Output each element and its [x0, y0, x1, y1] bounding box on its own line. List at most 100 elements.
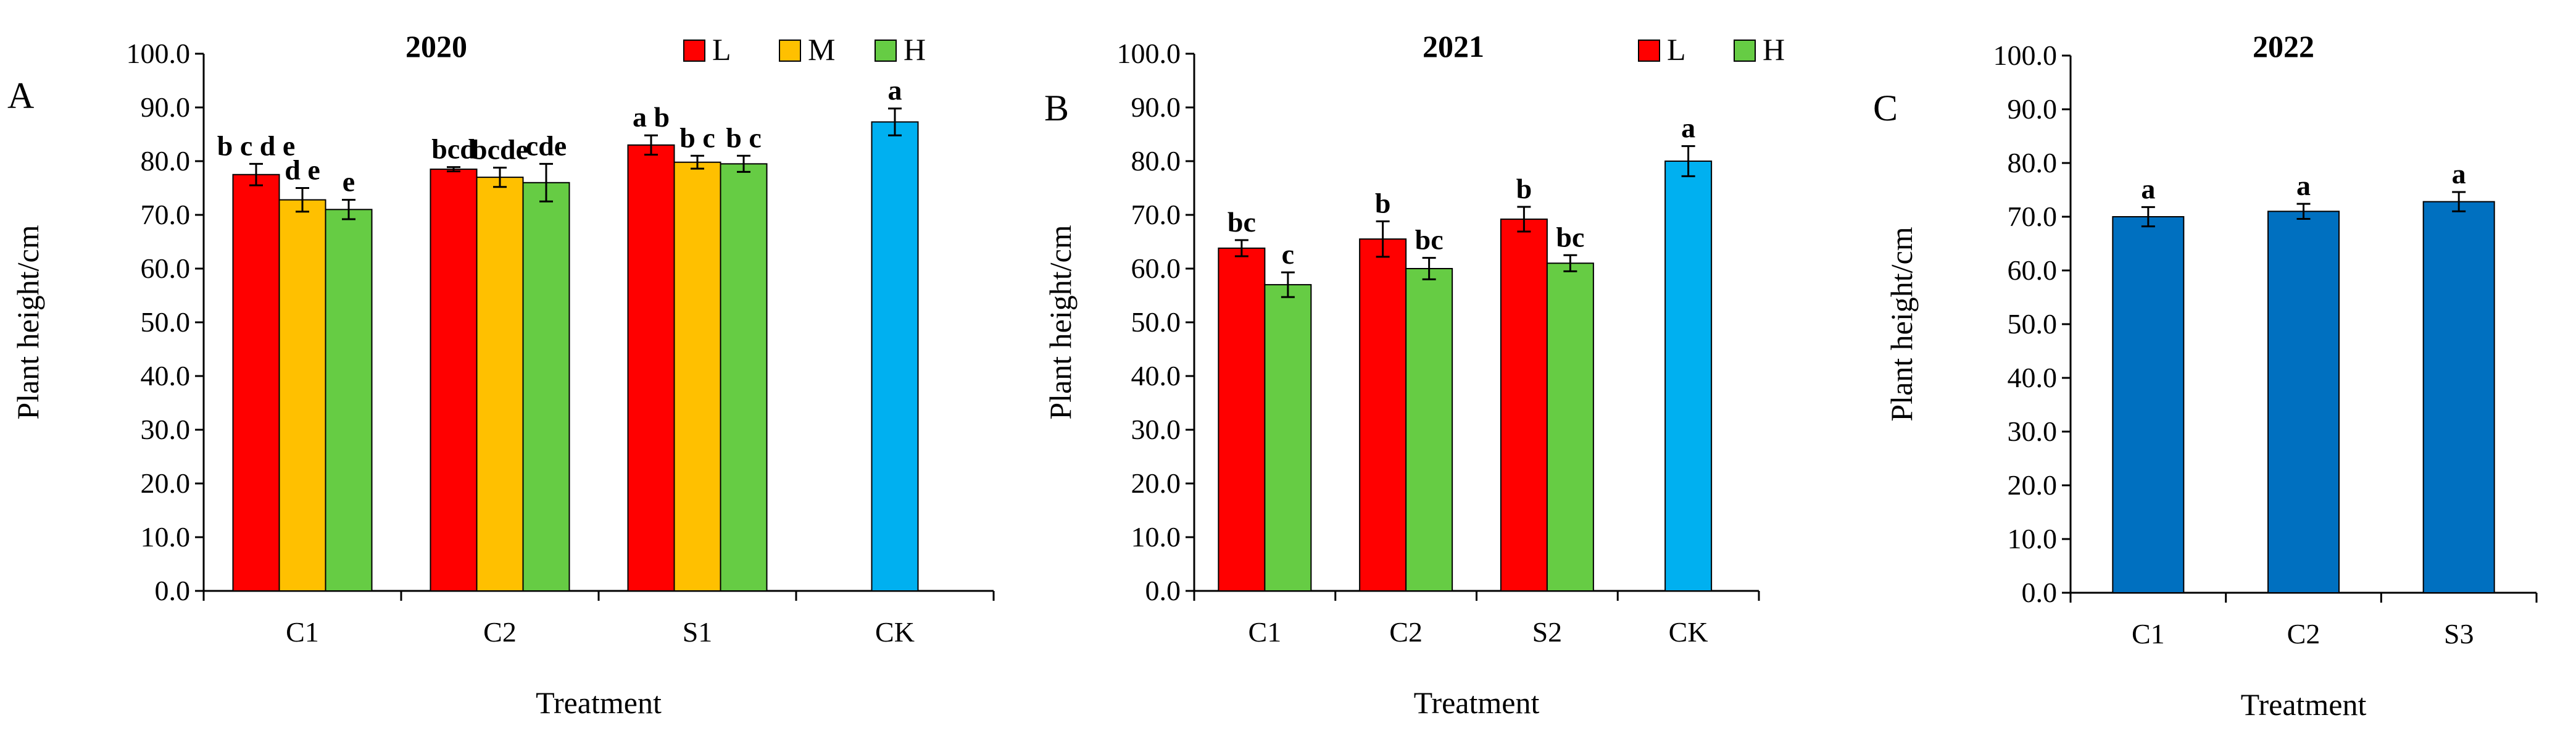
x-tick-label: C2: [2287, 618, 2320, 650]
y-tick-label: 20.0: [2008, 469, 2058, 501]
y-axis-title: Plant height/cm: [10, 225, 45, 419]
significance-label: e: [343, 166, 355, 198]
x-axis-title: Treatment: [1414, 685, 1540, 720]
y-tick-label: 10.0: [1131, 521, 1181, 553]
x-tick-label: C1: [2132, 618, 2165, 650]
chart-panel-C: C 2022 0.0 10.0 20.0 30.0 40.0 50.0 60.0 70.0 80.0…: [1873, 29, 2538, 722]
bar: [278, 199, 326, 592]
x-tick-label: CK: [1669, 616, 1708, 648]
legend-swatch: [1638, 40, 1660, 62]
bar: [871, 121, 919, 592]
bar: [1405, 268, 1453, 592]
significance-label: a b: [633, 101, 670, 133]
y-tick-label: 10.0: [2008, 523, 2058, 554]
bar: [1546, 262, 1594, 592]
x-tick-label: C2: [1389, 616, 1423, 648]
bar: [2112, 216, 2185, 593]
significance-label: cde: [526, 130, 567, 161]
significance-label: bc: [1415, 224, 1444, 256]
y-tick-label: 70.0: [1131, 199, 1181, 230]
bar: [2267, 211, 2340, 593]
bar: [1264, 284, 1312, 592]
significance-label: b c: [679, 122, 715, 153]
x-tick-label: C1: [1249, 616, 1282, 648]
bar: [1500, 218, 1548, 592]
x-tick-label: S1: [683, 616, 713, 648]
significance-label: a: [2296, 170, 2311, 201]
bar: [522, 182, 570, 592]
y-tick-label: 60.0: [2008, 254, 2058, 286]
bar: [476, 177, 524, 592]
y-tick-label: 40.0: [1131, 360, 1181, 391]
significance-label: b c d e: [217, 130, 296, 161]
legend-swatch: [683, 40, 705, 62]
chart-title: 2021: [1423, 29, 1484, 64]
y-tick-label: 50.0: [2008, 308, 2058, 340]
chart-title: 2022: [2253, 29, 2314, 64]
bar: [232, 174, 280, 592]
x-tick-label: CK: [875, 616, 915, 648]
legend-swatch: [1734, 40, 1756, 62]
legend-label: L: [712, 32, 731, 67]
y-tick-label: 100.0: [127, 38, 191, 69]
y-tick-label: 40.0: [141, 360, 191, 391]
significance-label: b: [1375, 187, 1391, 219]
x-tick-label: C2: [483, 616, 517, 648]
y-tick-label: 30.0: [1131, 414, 1181, 445]
bar: [2422, 201, 2495, 593]
y-tick-label: 100.0: [1117, 38, 1181, 69]
significance-label: a: [888, 75, 902, 106]
legend-label: L: [1667, 32, 1686, 67]
panel-letter: B: [1044, 88, 1069, 128]
x-tick-label: S3: [2444, 618, 2474, 650]
y-tick-label: 0.0: [155, 575, 191, 606]
panel-letter: C: [1873, 88, 1898, 128]
y-tick-label: 0.0: [1145, 575, 1181, 606]
bar: [673, 161, 721, 592]
legend-swatch: [779, 40, 801, 62]
y-tick-label: 80.0: [1131, 145, 1181, 177]
y-tick-label: 20.0: [141, 467, 191, 499]
y-tick-label: 60.0: [1131, 253, 1181, 284]
significance-label: bc: [1556, 221, 1584, 253]
x-axis-title: Treatment: [2241, 687, 2367, 722]
chart-title: 2020: [405, 29, 467, 64]
significance-label: c: [1282, 238, 1294, 270]
y-tick-label: 70.0: [141, 199, 191, 230]
significance-label: a: [1681, 112, 1695, 144]
bar: [1359, 238, 1407, 592]
significance-label: b: [1516, 173, 1532, 204]
legend-label: H: [1763, 32, 1785, 67]
x-tick-label: C1: [286, 616, 319, 648]
significance-label: bcd: [431, 133, 476, 165]
bar: [627, 144, 675, 592]
chart-panel-A: A 2020 0.0 10.0 20.0 30.0 40.0 50.0 60.0 70.0 80.0…: [7, 29, 995, 720]
significance-label: bc: [1228, 206, 1256, 238]
y-tick-label: 40.0: [2008, 362, 2058, 393]
bar: [720, 163, 768, 592]
bar: [430, 169, 478, 592]
significance-label: a: [2452, 158, 2466, 190]
y-axis-title: Plant height/cm: [1043, 225, 1078, 419]
x-tick-label: S2: [1532, 616, 1563, 648]
y-tick-label: 0.0: [2022, 577, 2058, 608]
bar: [1664, 161, 1713, 592]
y-tick-label: 90.0: [141, 91, 191, 123]
y-tick-label: 80.0: [141, 145, 191, 177]
significance-label: a: [2141, 173, 2155, 204]
y-tick-label: 50.0: [1131, 306, 1181, 338]
significance-label: bcde: [472, 133, 528, 165]
y-tick-label: 100.0: [1993, 40, 2058, 71]
chart-panel-B: B 2021 0.0 10.0 20.0 30.0 40.0 50.0 60.0 70.0 80.0…: [1043, 29, 1785, 720]
y-tick-label: 20.0: [1131, 467, 1181, 499]
x-axis-title: Treatment: [536, 685, 662, 720]
y-tick-label: 30.0: [2008, 416, 2058, 447]
legend-label: M: [808, 32, 835, 67]
legend-label: H: [904, 32, 926, 67]
significance-label: d e: [285, 154, 320, 186]
bar: [325, 209, 373, 592]
y-tick-label: 60.0: [141, 253, 191, 284]
y-tick-label: 10.0: [141, 521, 191, 553]
y-tick-label: 90.0: [2008, 93, 2058, 125]
